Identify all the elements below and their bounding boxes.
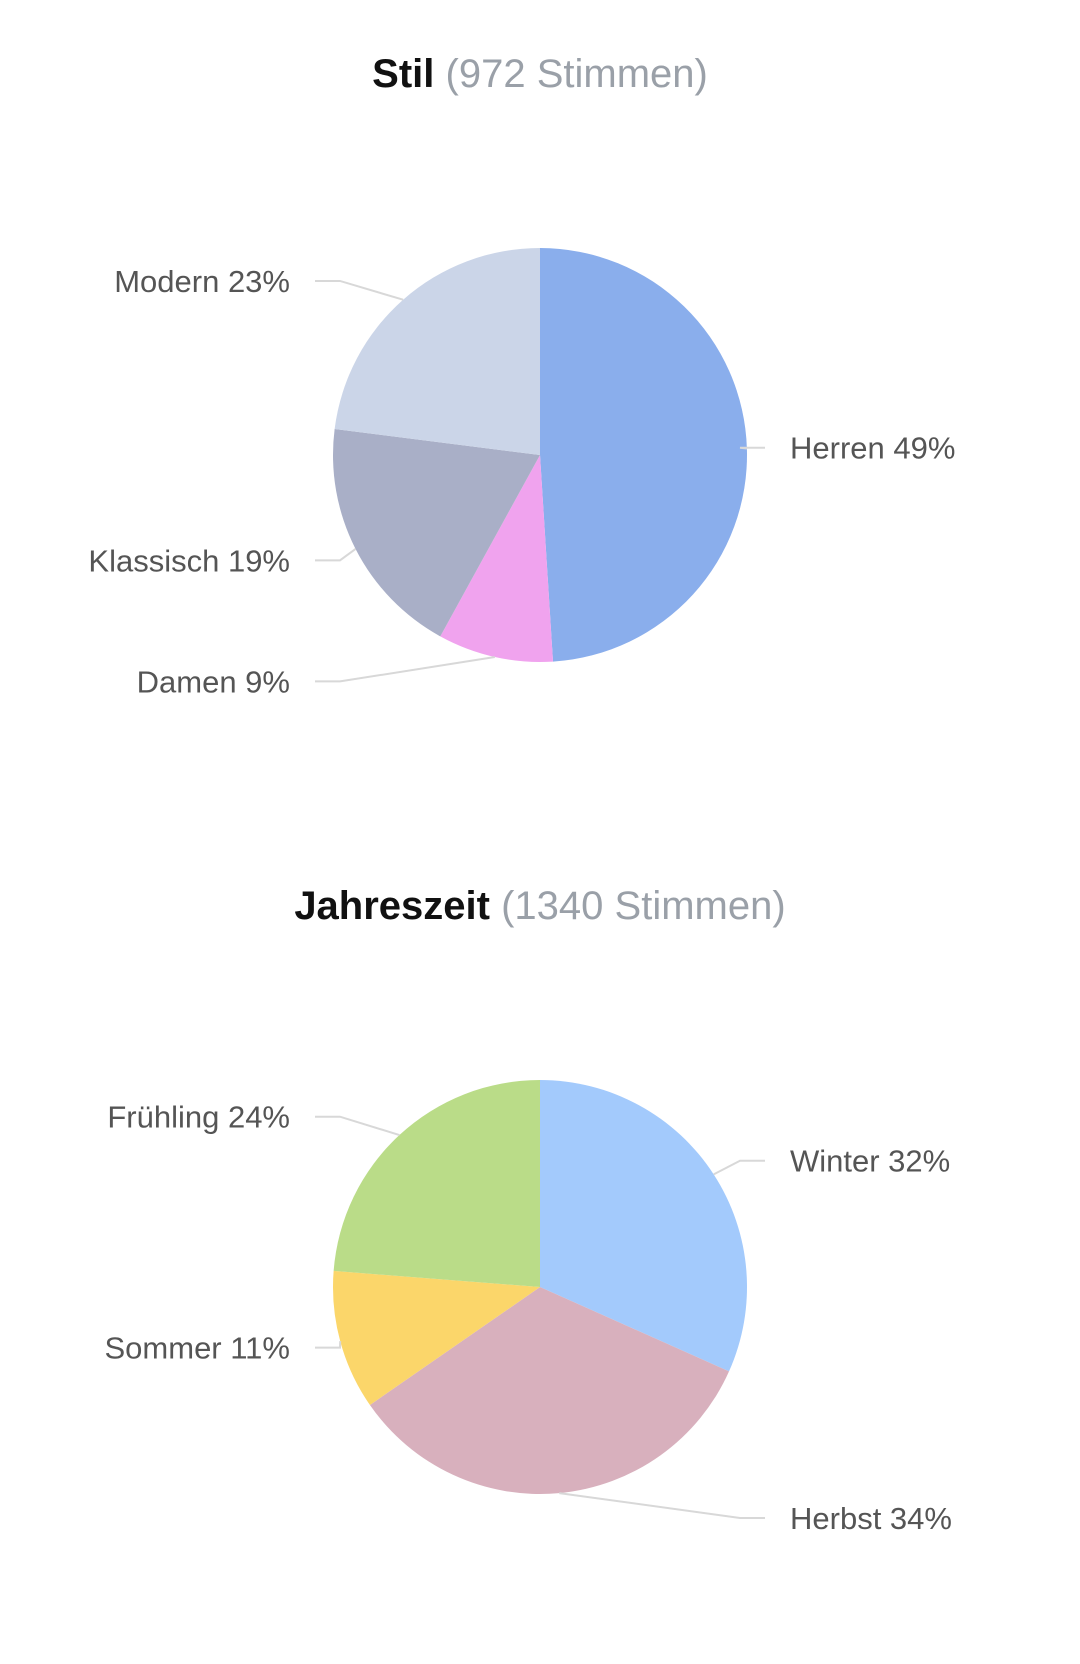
slice-connector-herren: [739, 446, 765, 450]
slice-label-winter: Winter 32%: [790, 1144, 950, 1179]
slice-label-fruhling: Frühling 24%: [107, 1100, 290, 1135]
slice-connector-winter: [713, 1159, 765, 1176]
pie-svg: Herren 49% Damen 9% Klassisch 19% Modern 23…: [88, 248, 955, 699]
chart-vote-count: (972 Stimmen): [445, 52, 708, 96]
chart-title-main: Stil: [372, 52, 435, 96]
slice-connector-damen: [315, 656, 496, 683]
slice-label-klassisch: Klassisch 19%: [88, 543, 290, 578]
slice-label-damen: Damen 9%: [137, 664, 290, 699]
pie-slice-herren[interactable]: [540, 248, 748, 662]
slice-label-modern: Modern 23%: [114, 264, 290, 299]
slice-connector-herbst: [559, 1492, 765, 1519]
slice-label-sommer: Sommer 11%: [105, 1331, 291, 1366]
slice-connector-fruhling: [315, 1115, 400, 1137]
slice-connector-klassisch: [315, 548, 357, 562]
chart-title: Jahreszeit (1340 Stimmen): [0, 884, 1080, 929]
pie-slice-damen[interactable]: [440, 455, 553, 662]
pie-chart-stil: Stil (972 Stimmen) Herren 49% Damen 9% Kla…: [0, 52, 1080, 699]
slice-label-herbst: Herbst 34%: [790, 1501, 952, 1536]
slice-label-herren: Herren 49%: [790, 431, 955, 466]
pie-slice-winter[interactable]: [540, 1080, 748, 1372]
pie-slice-sommer[interactable]: [333, 1270, 540, 1405]
chart-vote-count: (1340 Stimmen): [501, 884, 786, 928]
pie-slice-klassisch[interactable]: [333, 429, 540, 637]
pie-slice-fruhling[interactable]: [333, 1080, 540, 1287]
chart-title-main: Jahreszeit: [294, 884, 490, 928]
pie-svg: Winter 32% Herbst 34% Sommer 11% Frühling 2…: [105, 1080, 952, 1536]
pie-chart-jahreszeit: Jahreszeit (1340 Stimmen) Winter 32% Herb…: [0, 832, 1080, 1664]
pie-slice-modern[interactable]: [334, 248, 540, 455]
pie-slice-herbst[interactable]: [369, 1287, 730, 1494]
slice-connector-sommer: [315, 1341, 342, 1349]
slice-connector-modern: [315, 279, 404, 301]
chart-title: Stil (972 Stimmen): [0, 52, 1080, 97]
